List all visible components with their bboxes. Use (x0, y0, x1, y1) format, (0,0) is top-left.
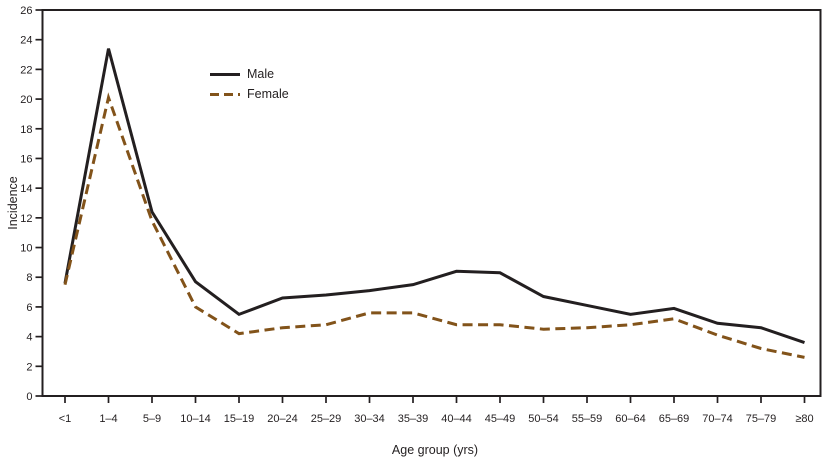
y-tick-label: 2 (26, 361, 32, 373)
x-axis-title: Age group (yrs) (391, 443, 479, 457)
y-tick-label: 0 (26, 391, 32, 403)
x-tick-label: 50–54 (528, 413, 559, 425)
x-tick-label: 25–29 (311, 413, 342, 425)
x-tick-label: 70–74 (702, 413, 733, 425)
male-line-swatch (210, 72, 240, 76)
y-tick-label: 18 (20, 124, 32, 136)
x-tick-label: 10–14 (180, 413, 211, 425)
y-tick-label: 22 (20, 64, 32, 76)
y-tick-label: 16 (20, 153, 32, 165)
x-tick-label: 5–9 (143, 413, 161, 425)
female-series-line (63, 92, 805, 359)
x-tick-label: 20–24 (267, 413, 298, 425)
plot-frame (41, 9, 822, 397)
male-series-line (63, 48, 805, 344)
y-tick-label: 12 (20, 213, 32, 225)
y-tick-label: 4 (26, 332, 32, 344)
legend-item-male: Male (210, 64, 289, 84)
legend-label-female: Female (247, 87, 289, 101)
y-tick-label: 10 (20, 243, 32, 255)
x-tick-label: <1 (59, 413, 72, 425)
legend: Male Female (210, 64, 289, 104)
x-tick-label: 55–59 (572, 413, 603, 425)
x-tick-label: 15–19 (224, 413, 255, 425)
y-tick-label: 26 (20, 5, 32, 17)
x-tick-label: 40–44 (441, 413, 472, 425)
y-tick-label: 14 (20, 183, 32, 195)
x-tick-label: 65–69 (659, 413, 690, 425)
x-tick-label: ≥80 (795, 413, 813, 425)
legend-label-male: Male (247, 67, 275, 81)
y-tick-label: 20 (20, 94, 32, 106)
x-tick-label: 30–34 (354, 413, 385, 425)
x-tick-label: 1–4 (99, 413, 117, 425)
x-tick-label: 45–49 (485, 413, 516, 425)
x-tick-label: 75–79 (746, 413, 777, 425)
x-tick-label: 35–39 (398, 413, 429, 425)
x-tick-label: 60–64 (615, 413, 646, 425)
y-tick-label: 6 (26, 302, 32, 314)
y-axis-title: Incidence (6, 176, 20, 230)
female-line-swatch (210, 92, 240, 96)
y-tick-label: 24 (20, 35, 32, 47)
legend-item-female: Female (210, 84, 289, 104)
y-tick-label: 8 (26, 272, 32, 284)
